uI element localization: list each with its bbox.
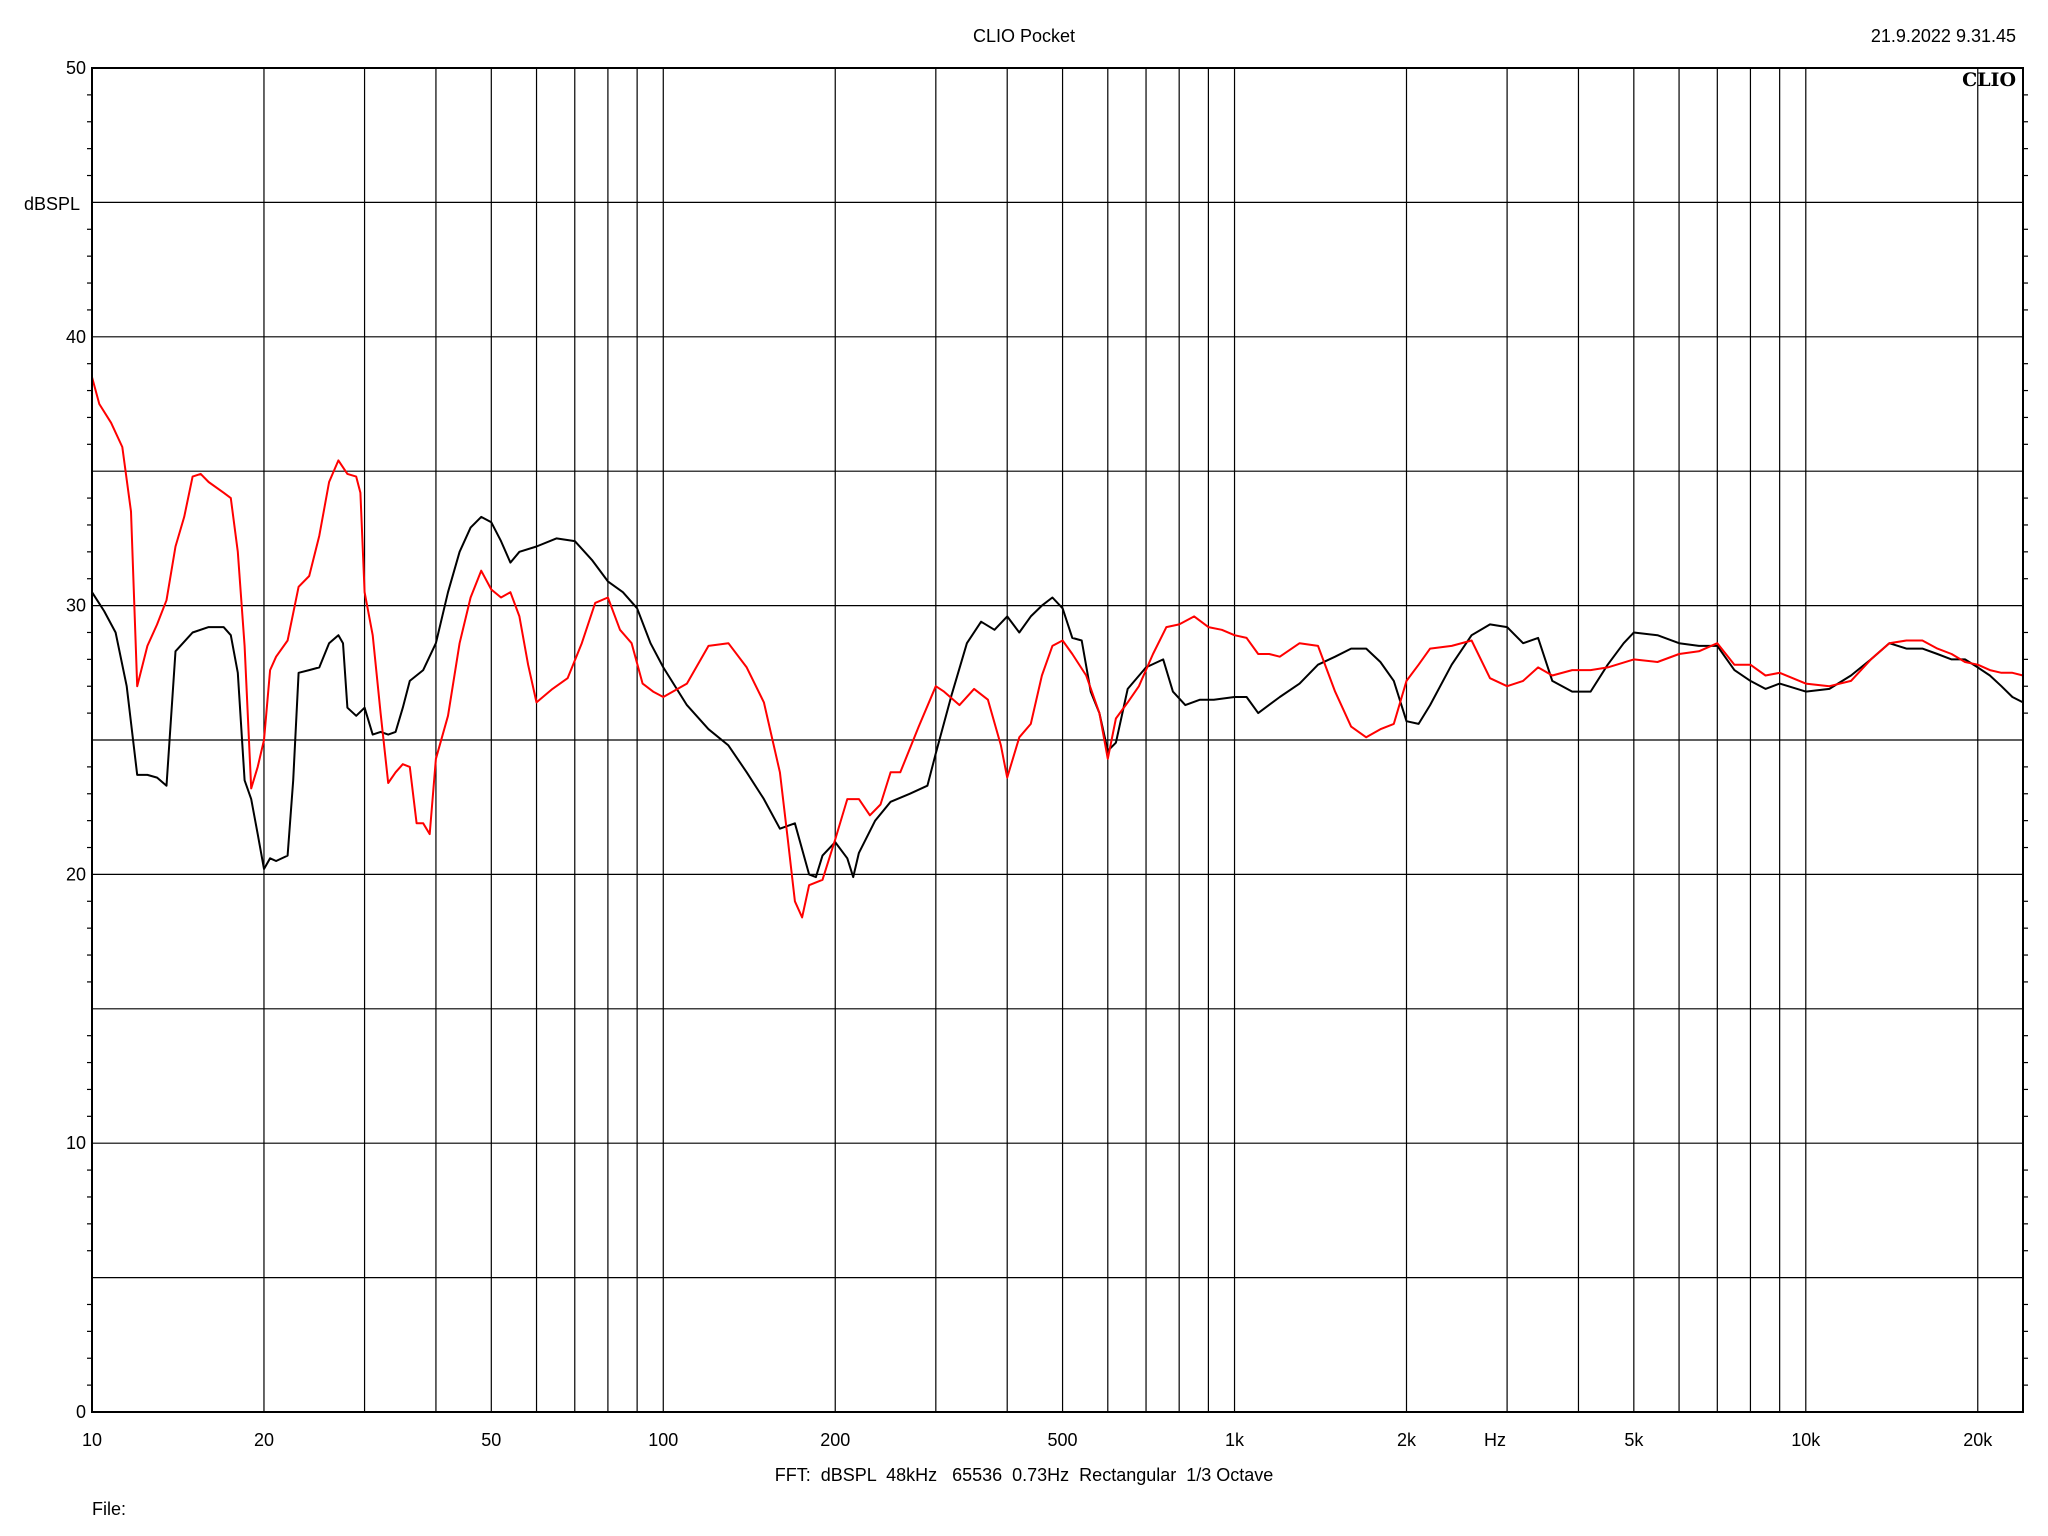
x-tick-label: 20k [1963,1430,1993,1450]
x-tick-label: 10k [1791,1430,1821,1450]
fft-settings: FFT: dBSPL 48kHz 65536 0.73Hz Rectangula… [775,1465,1274,1485]
y-tick-label: 30 [66,596,86,616]
x-tick-label: 100 [648,1430,678,1450]
x-tick-label: 1k [1225,1430,1245,1450]
y-tick-label: 50 [66,58,86,78]
x-tick-label: 2k [1397,1430,1417,1450]
grid [92,68,2023,1412]
app-title: CLIO Pocket [973,26,1075,46]
y-tick-label: 10 [66,1133,86,1153]
y-tick-label: 40 [66,327,86,347]
x-tick-label: 200 [820,1430,850,1450]
x-ticks: 10 20 50 100 200 500 1k 2k 5k 10k 20k [82,1430,1993,1450]
x-tick-label: 5k [1624,1430,1644,1450]
x-tick-label: 10 [82,1430,102,1450]
x-axis-unit: Hz [1484,1430,1506,1450]
y-axis-label: dBSPL [24,194,80,214]
brand-logo: CLIO [1962,69,2016,91]
series-line-2 [91,376,2024,919]
file-label: File: [92,1499,126,1519]
series-lines [91,376,2024,919]
x-tick-label: 20 [254,1430,274,1450]
x-tick-label: 500 [1048,1430,1078,1450]
y-ticks: 0 10 20 30 40 50 [66,58,2028,1422]
timestamp: 21.9.2022 9.31.45 [1871,26,2016,46]
y-tick-label: 20 [66,864,86,884]
series-line-1 [91,515,2024,879]
plot-frame [91,67,2024,1413]
y-tick-label: 0 [76,1402,86,1422]
x-tick-label: 50 [481,1430,501,1450]
